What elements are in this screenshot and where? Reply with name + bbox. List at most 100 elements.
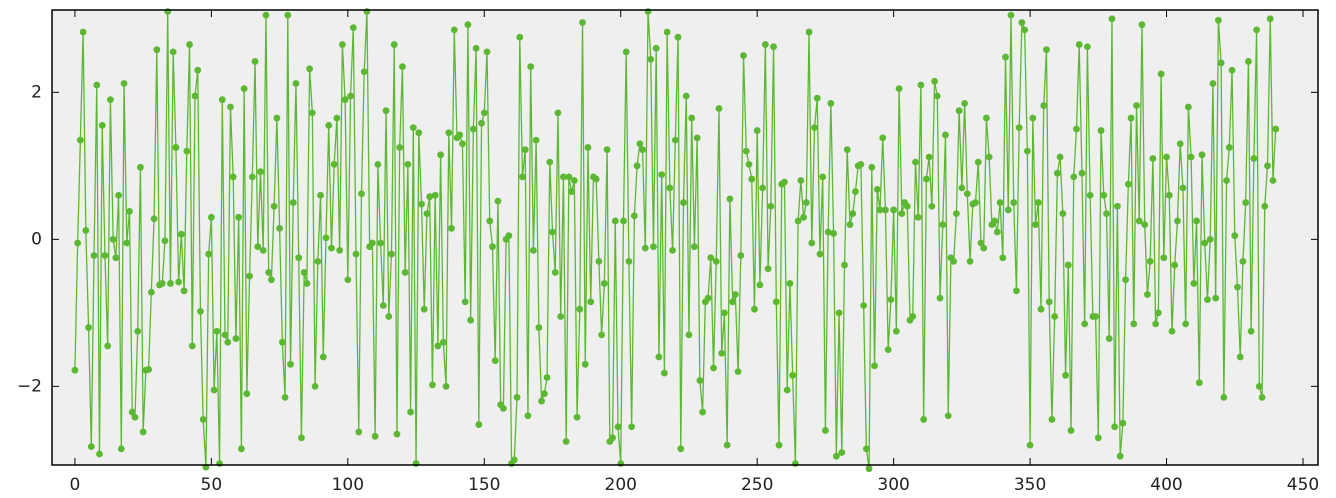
- point: [993, 228, 1001, 236]
- point: [1010, 199, 1018, 206]
- point: [303, 280, 311, 287]
- point: [748, 175, 756, 183]
- point: [546, 158, 554, 166]
- point: [600, 280, 608, 287]
- point: [1116, 452, 1124, 460]
- point: [259, 246, 267, 254]
- point: [764, 265, 772, 273]
- point: [628, 423, 636, 431]
- point: [213, 327, 221, 335]
- point: [336, 246, 344, 254]
- point: [229, 173, 237, 181]
- point: [510, 456, 518, 464]
- point: [1266, 15, 1274, 23]
- point: [107, 96, 114, 104]
- point: [742, 147, 750, 155]
- point: [895, 85, 903, 93]
- point: [704, 294, 712, 302]
- point: [827, 99, 835, 107]
- point: [1220, 393, 1228, 401]
- point: [437, 151, 445, 159]
- point: [1234, 283, 1241, 291]
- point: [300, 269, 308, 276]
- point: [445, 129, 453, 137]
- point: [180, 287, 188, 295]
- point: [1141, 221, 1149, 229]
- point: [1124, 180, 1132, 188]
- point: [835, 309, 843, 317]
- point: [494, 197, 502, 205]
- point: [603, 146, 611, 154]
- point: [903, 202, 911, 210]
- point: [1176, 140, 1184, 148]
- point: [1272, 125, 1280, 133]
- point: [581, 360, 589, 368]
- point: [857, 160, 865, 168]
- point: [153, 46, 161, 54]
- point: [680, 199, 687, 206]
- point: [1073, 125, 1080, 133]
- point: [147, 288, 155, 296]
- point: [565, 173, 573, 181]
- point: [611, 217, 619, 225]
- point: [344, 276, 352, 284]
- point: [328, 244, 335, 252]
- point: [1212, 294, 1220, 302]
- point: [464, 21, 472, 29]
- point: [216, 460, 223, 467]
- point: [1225, 144, 1233, 151]
- point: [595, 257, 603, 265]
- point: [524, 412, 532, 420]
- point: [390, 41, 398, 48]
- point: [385, 313, 393, 320]
- point: [936, 294, 944, 302]
- point: [237, 445, 245, 453]
- point: [1182, 320, 1190, 328]
- point: [197, 307, 204, 315]
- point: [371, 432, 379, 440]
- point: [1242, 199, 1250, 206]
- x-tick-label: 200: [605, 475, 637, 495]
- point: [663, 28, 671, 36]
- point: [131, 413, 139, 421]
- point: [1037, 305, 1045, 313]
- point: [950, 257, 958, 265]
- point: [767, 202, 775, 210]
- point: [737, 252, 745, 259]
- point: [150, 215, 158, 223]
- point: [955, 107, 963, 115]
- point: [636, 140, 644, 148]
- point: [846, 221, 854, 229]
- point: [104, 342, 112, 350]
- point: [751, 305, 758, 313]
- point: [177, 230, 185, 238]
- point: [1171, 261, 1179, 269]
- x-tick-label: 150: [468, 475, 500, 495]
- point: [1146, 257, 1154, 265]
- point: [868, 163, 876, 171]
- point: [789, 371, 797, 379]
- point: [527, 63, 535, 70]
- point: [469, 125, 477, 133]
- point: [1236, 353, 1244, 361]
- point: [467, 316, 475, 324]
- point: [1108, 15, 1116, 23]
- point: [538, 397, 545, 405]
- point: [276, 224, 284, 232]
- point: [431, 191, 439, 199]
- point: [172, 144, 180, 151]
- y-tick-label: 2: [31, 82, 42, 102]
- point: [169, 48, 177, 56]
- point: [306, 65, 314, 73]
- point: [420, 305, 428, 313]
- point: [554, 109, 562, 117]
- point: [942, 131, 949, 139]
- point: [1247, 327, 1255, 335]
- point: [377, 239, 384, 247]
- point: [1062, 371, 1069, 379]
- point: [699, 408, 707, 416]
- point: [772, 298, 780, 306]
- point: [1184, 103, 1192, 111]
- point: [1029, 114, 1037, 122]
- point: [1138, 21, 1146, 29]
